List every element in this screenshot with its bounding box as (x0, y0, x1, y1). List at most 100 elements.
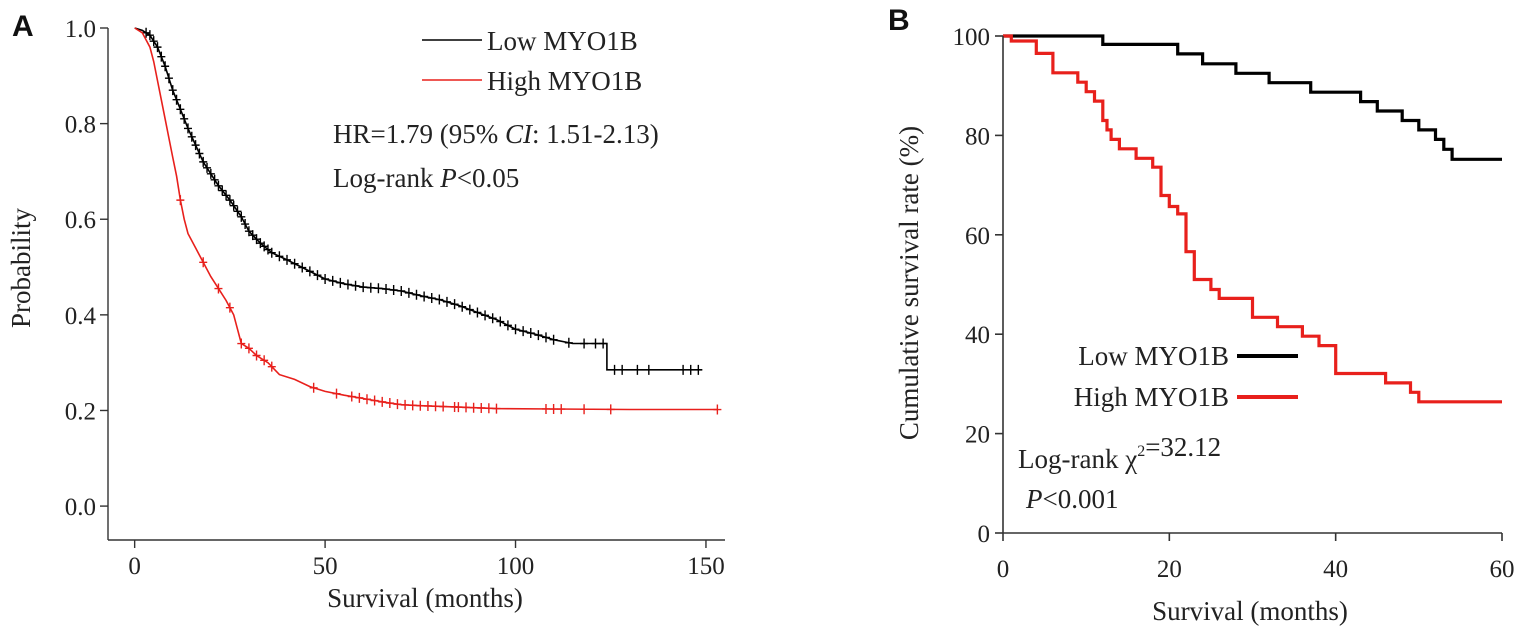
panel-a-censor-mark-low (458, 301, 467, 312)
panel-a-x-tick-label: 0 (128, 553, 141, 580)
panel-a-censor-mark-high (176, 195, 185, 206)
panel-a-censor-mark-high (267, 361, 276, 372)
panel-a-censor-mark-low (435, 294, 444, 305)
panel-a-censor-mark-low (328, 275, 337, 286)
panel-b-y-tick-label: 20 (965, 422, 990, 449)
panel-a-censor-mark-low (686, 364, 695, 375)
panel-a-legend-high-label: High MYO1B (487, 66, 642, 96)
panel-a-censor-mark-low (142, 27, 151, 38)
panel-a-censor-mark-high (541, 403, 550, 414)
panel-a-y-tick-label: 0.2 (65, 398, 96, 425)
panel-b-x-tick-label: 20 (1157, 556, 1182, 583)
panel-a-censor-mark-low (275, 251, 284, 262)
panel-a-censor-mark-low (225, 195, 234, 206)
panel-a-censor-mark-low (366, 282, 375, 293)
panel-a-censor-mark-high (439, 401, 448, 412)
panel-a-censor-mark-high (252, 350, 261, 361)
panel-b-y-tick-label: 80 (965, 123, 990, 150)
panel-a-censor-mark-low (591, 338, 600, 349)
panel-a-censor-mark-low (496, 316, 505, 327)
panel-a-censor-mark-low (168, 85, 177, 96)
panel-a-censor-mark-low (450, 299, 459, 310)
panel-a-censor-mark-low (382, 284, 391, 295)
panel-a-censor-mark-low (481, 310, 490, 321)
panel-a-censor-mark-low (679, 364, 688, 375)
panel-a-censor-mark-low (534, 330, 543, 341)
panel-a-censor-mark-low (183, 123, 192, 134)
panel-b-legend-high-label: High MYO1B (1074, 382, 1229, 412)
panel-a-censor-mark-low (218, 185, 227, 196)
panel-a-censor-mark-low (313, 270, 322, 281)
panel-a-censor-mark-high (347, 391, 356, 402)
panel-b-curves (1003, 34, 1502, 404)
panel-a-censor-mark-low (161, 61, 170, 72)
panel-a-censor-mark-low (172, 94, 181, 105)
panel-a-legend-low-label: Low MYO1B (487, 26, 638, 56)
panel-a-censor-mark-low (145, 30, 154, 41)
panel-a-censor-mark-low (241, 219, 250, 230)
panel-a-censor-mark-high (309, 382, 318, 393)
panel-b-x-tick-label: 40 (1323, 556, 1348, 583)
panel-a-censor-mark-high (355, 392, 364, 403)
panel-a-y-tick-label: 0.6 (65, 207, 96, 234)
panel-a-censor-mark-low (359, 282, 368, 293)
panel-a-y-tick-label: 0.0 (65, 494, 96, 521)
panel-a-censor-mark-high (484, 403, 493, 414)
panel-a-curves (134, 27, 722, 415)
panel-a-censor-mark-low (541, 332, 550, 343)
panel-a-censor-mark-low (176, 104, 185, 115)
panel-a-censor-mark-low (164, 73, 173, 84)
panel-a-log-rank-p: Log-rank P<0.05 (333, 163, 519, 193)
panel-a-censor-mark-high (557, 404, 566, 415)
panel-a-x-tick-label: 150 (687, 553, 725, 580)
panel-a-censor-mark-low (503, 320, 512, 331)
panel-b-x-tick-label: 0 (997, 556, 1010, 583)
panel-a-y-tick-label: 1.0 (65, 16, 96, 43)
panel-a-censor-mark-high (606, 404, 615, 415)
panel-a-censor-mark-low (526, 328, 535, 339)
panel-a-censor-mark-high (492, 403, 501, 414)
panel-a-censor-mark-low (397, 285, 406, 296)
panel-a-censor-mark-high (260, 355, 269, 366)
panel-a-censor-mark-high (393, 399, 402, 410)
panel-a-censor-mark-low (343, 279, 352, 290)
panel-a-censor-mark-low (229, 200, 238, 211)
panel-a-y-tick-label: 0.4 (65, 303, 97, 330)
panel-a-censor-mark-high (199, 257, 208, 268)
panel-a-censor-mark-low (180, 113, 189, 124)
panel-a-censor-mark-low (633, 364, 642, 375)
panel-a-x-tick-label: 100 (497, 553, 535, 580)
panel-a-censor-mark-high (477, 402, 486, 413)
panel-b-x-axis-label: Survival (months) (1152, 596, 1348, 626)
panel-a-censor-mark-low (564, 337, 573, 348)
panel-a-censor-mark-low (298, 262, 307, 273)
panel-a-censor-mark-low (290, 258, 299, 269)
panel-a-censor-mark-low (374, 283, 383, 294)
panel-a-censor-mark-high (549, 404, 558, 415)
panel-a-censor-mark-low (465, 304, 474, 315)
panel-a-y-tick-label: 0.8 (65, 112, 96, 139)
panel-b-y-tick-label: 0 (978, 521, 991, 548)
panel-b-y-tick-label: 60 (965, 223, 990, 250)
panel-b-letter: B (888, 4, 910, 37)
panel-a-censor-mark-low (599, 338, 608, 349)
panel-a-censor-mark-low (351, 280, 360, 291)
panel-a-hazard-ratio: HR=1.79 (95% CI: 1.51-2.13) (333, 119, 659, 149)
panel-a-censor-mark-high (378, 396, 387, 407)
panel-b-legend-low-label: Low MYO1B (1078, 341, 1229, 371)
panel-a-censor-mark-low (488, 313, 497, 324)
panel-a-censor-mark-low (195, 148, 204, 159)
panel-a-censor-mark-low (610, 364, 619, 375)
panel-b-log-rank-chi2: Log-rank χ2=32.12 (1018, 432, 1221, 474)
panel-a-censor-mark-low (187, 131, 196, 142)
panel-a-censor-mark-low (199, 156, 208, 167)
panel-a-censor-mark-low (153, 42, 162, 53)
panel-a-censor-mark-low (389, 284, 398, 295)
panel-a-censor-mark-high (362, 394, 371, 405)
panel-a-censor-mark-high (332, 388, 341, 399)
panel-a: A 0.0 0.2 0.4 0.6 0.8 1.0 0 50 100 150 Survival (… (6, 10, 725, 613)
panel-b-curve-high (1003, 34, 1502, 404)
panel-a-censor-mark-low (404, 287, 413, 298)
panel-a-censor-mark-low (420, 291, 429, 302)
